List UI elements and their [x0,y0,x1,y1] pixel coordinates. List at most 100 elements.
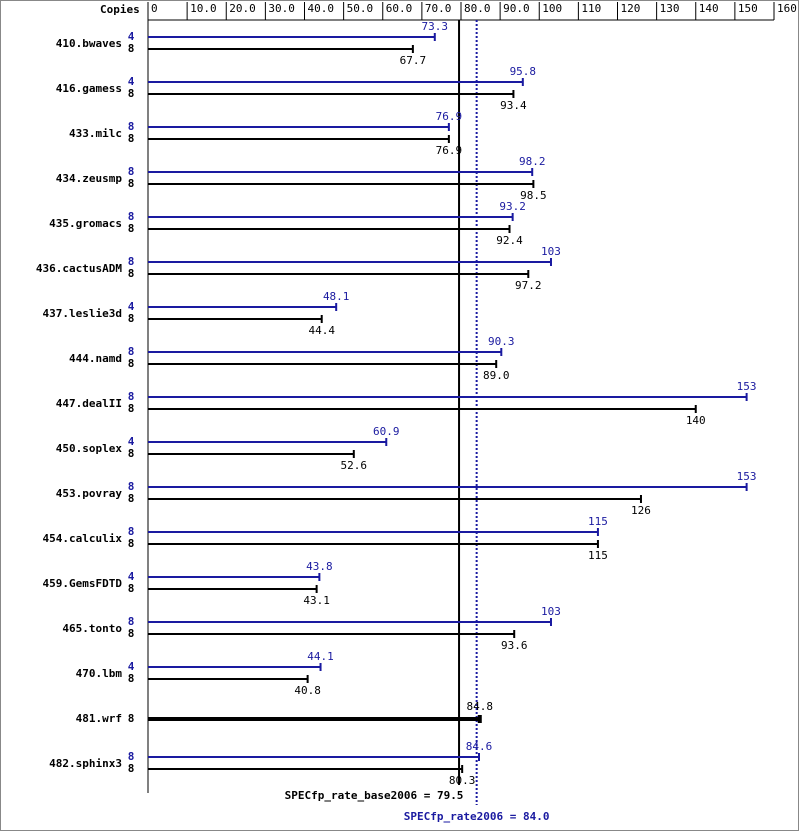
value-label: 103 [541,245,561,258]
bar [148,765,464,773]
x-tick-label: 160 [777,2,797,15]
bar [148,168,534,176]
value-label: 73.3 [422,20,449,33]
copies-label: 8 [128,492,135,505]
x-tick-label: 130 [660,2,680,15]
copies-label: 4 [128,300,135,313]
copies-label: 8 [128,177,135,190]
bar [148,495,642,503]
copies-label: 8 [128,345,135,358]
bar [148,45,414,53]
value-label: 40.8 [294,684,321,697]
copies-label: 8 [128,537,135,550]
bar [148,33,436,41]
bar [148,258,552,266]
x-tick-label: 80.0 [464,2,491,15]
benchmark-label: 444.namd [69,352,122,365]
x-tick-label: 0 [151,2,158,15]
copies-label: 8 [128,255,135,268]
bar [148,360,498,368]
value-label: 60.9 [373,425,400,438]
copies-label: 8 [128,525,135,538]
bar [148,675,309,683]
benchmark-label: 435.gromacs [49,217,122,230]
benchmark-label: 437.leslie3d [43,307,122,320]
benchmark-label: 453.povray [56,487,123,500]
copies-label: 8 [128,267,135,280]
value-label: 52.6 [341,459,368,472]
value-label: 115 [588,549,608,562]
copies-label: 8 [128,132,135,145]
value-label: 48.1 [323,290,350,303]
copies-label: 8 [128,165,135,178]
bar [148,753,480,761]
value-label: 89.0 [483,369,510,382]
bar [148,405,697,413]
x-tick-label: 110 [581,2,601,15]
value-label: 80.3 [449,774,476,787]
x-tick-label: 90.0 [503,2,530,15]
bar [148,78,524,86]
x-tick-label: 70.0 [425,2,452,15]
benchmark-label: 434.zeusmp [56,172,123,185]
x-tick-label: 40.0 [308,2,335,15]
value-label: 84.8 [467,700,494,713]
copies-label: 8 [128,120,135,133]
value-label: 76.9 [436,144,463,157]
bar [148,585,318,593]
benchmark-label: 465.tonto [62,622,122,635]
value-label: 115 [588,515,608,528]
value-label: 90.3 [488,335,515,348]
copies-label: 8 [128,390,135,403]
copies-label: 8 [128,222,135,235]
copies-label: 8 [128,87,135,100]
value-label: 126 [631,504,651,517]
value-label: 93.2 [499,200,526,213]
x-tick-label: 150 [738,2,758,15]
bar [148,663,322,671]
value-label: 93.6 [501,639,528,652]
bar [148,90,515,98]
bar [148,438,388,446]
bar [148,213,514,221]
bar [148,135,450,143]
bar [148,225,511,233]
bar [148,618,552,626]
copies-label: 8 [128,615,135,628]
benchmark-label: 447.dealII [56,397,122,410]
value-label: 44.4 [308,324,335,337]
value-label: 95.8 [510,65,537,78]
copies-label: 4 [128,30,135,43]
x-tick-label: 120 [621,2,641,15]
reference-label: SPECfp_rate2006 = 84.0 [404,810,550,823]
benchmark-label: 436.cactusADM [36,262,122,275]
copies-label: 4 [128,435,135,448]
bar [148,573,321,581]
x-tick-label: 10.0 [190,2,217,15]
copies-label: 8 [128,750,135,763]
value-label: 98.5 [520,189,547,202]
bar [148,270,530,278]
benchmark-label: 410.bwaves [56,37,122,50]
value-label: 103 [541,605,561,618]
value-label: 43.1 [303,594,330,607]
value-label: 84.6 [466,740,493,753]
copies-label: 4 [128,660,135,673]
value-label: 76.9 [436,110,463,123]
copies-label: 8 [128,627,135,640]
copies-label: 8 [128,357,135,370]
x-tick-label: 50.0 [347,2,374,15]
x-tick-label: 140 [699,2,719,15]
bar [148,393,748,401]
bar [148,528,599,536]
bar [148,180,535,188]
bar [148,123,450,131]
value-label: 43.8 [306,560,333,573]
x-tick-label: 60.0 [386,2,413,15]
benchmark-label: 459.GemsFDTD [43,577,123,590]
value-label: 97.2 [515,279,542,292]
copies-label: 8 [128,210,135,223]
benchmark-label: 454.calculix [43,532,123,545]
value-label: 140 [686,414,706,427]
